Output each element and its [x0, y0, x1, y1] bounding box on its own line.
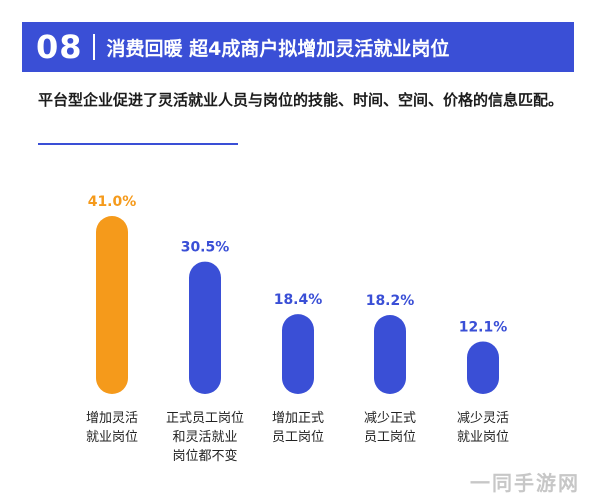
value-label-0: 41.0%: [88, 194, 137, 210]
category-label-1-0: 正式员工岗位: [166, 411, 244, 426]
page-title: 消费回暖 超4成商户拟增加灵活就业岗位: [106, 37, 450, 60]
header-divider: [92, 34, 95, 60]
bar-4: [467, 341, 499, 394]
value-label-3: 18.2%: [366, 293, 415, 309]
bar-3: [374, 314, 406, 394]
category-label-3-0: 减少正式: [364, 411, 416, 426]
bar-0: [96, 216, 128, 394]
bar-1: [189, 261, 221, 394]
subtitle-underline: [38, 143, 238, 145]
header-banner: 08 消费回暖 超4成商户拟增加灵活就业岗位: [22, 22, 574, 72]
category-label-1-2: 岗位都不变: [172, 448, 237, 464]
bar-2: [282, 314, 314, 394]
value-label-4: 12.1%: [459, 319, 508, 335]
category-label-0-0: 增加灵活: [86, 411, 138, 426]
chart-subtitle: 平台型企业促进了灵活就业人员与岗位的技能、时间、空间、价格的信息匹配。: [38, 91, 564, 109]
watermark: 一同手游网: [470, 471, 580, 495]
category-label-4-0: 减少灵活: [457, 411, 509, 426]
category-label-1-1: 和灵活就业: [172, 430, 237, 445]
category-label-2-0: 增加正式: [272, 411, 324, 426]
value-label-1: 30.5%: [181, 240, 230, 256]
category-label-3-1: 员工岗位: [364, 430, 416, 445]
category-label-2-1: 员工岗位: [272, 430, 324, 445]
category-label-4-1: 就业岗位: [457, 430, 509, 445]
value-label-2: 18.4%: [274, 292, 323, 308]
section-number: 08: [36, 28, 83, 66]
category-label-0-1: 就业岗位: [86, 430, 138, 445]
